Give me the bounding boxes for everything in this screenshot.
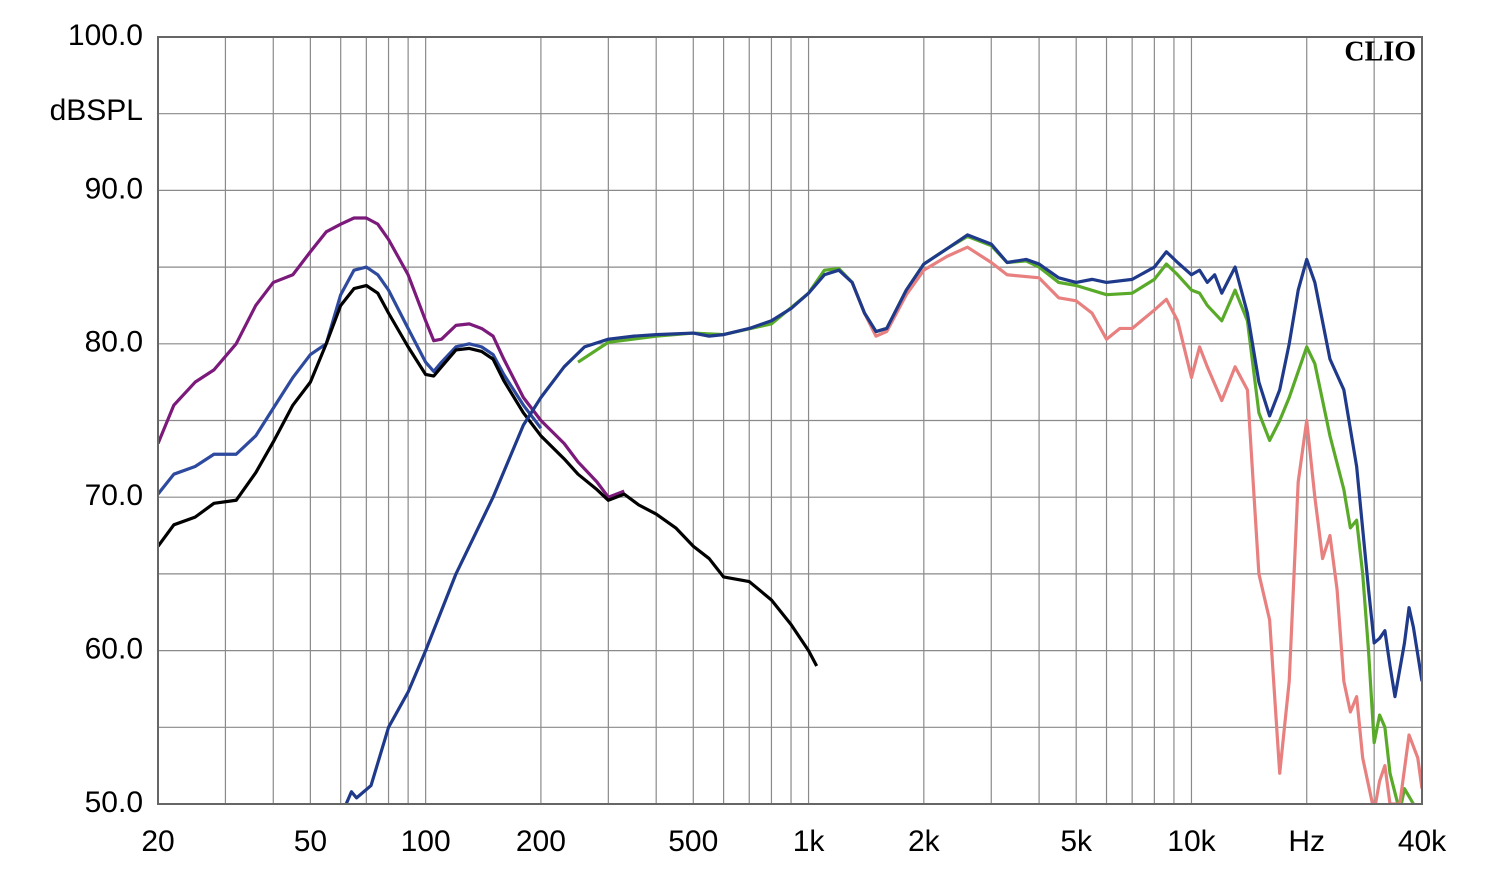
y-tick-label: 90.0	[85, 172, 143, 205]
y-tick-label: 50.0	[85, 786, 143, 819]
x-tick-label: 200	[516, 825, 566, 858]
x-tick-label: 40k	[1398, 825, 1447, 858]
y-axis-label: dBSPL	[50, 94, 143, 127]
x-tick-label: 2k	[908, 825, 941, 858]
x-tick-label: 1k	[793, 825, 826, 858]
x-tick-label: 10k	[1167, 825, 1216, 858]
series-line	[158, 265, 543, 496]
y-tick-label: 100.0	[68, 19, 143, 52]
series-line	[344, 233, 1422, 804]
watermark: CLIO	[1344, 36, 1416, 67]
y-tick-label: 80.0	[85, 326, 143, 359]
series-line	[158, 216, 625, 499]
x-tick-label: 5k	[1060, 825, 1093, 858]
series-line	[850, 245, 1422, 804]
lines	[158, 216, 1422, 804]
x-tick-label: 20	[141, 825, 174, 858]
x-tick-label: 100	[401, 825, 451, 858]
x-tick-label: Hz	[1288, 825, 1325, 858]
x-tick-label: 50	[294, 825, 327, 858]
plot-border	[157, 36, 1423, 805]
y-tick-label: 60.0	[85, 633, 143, 666]
x-tick-label: 500	[668, 825, 718, 858]
y-tick-label: 70.0	[85, 479, 143, 512]
series-line	[158, 283, 819, 667]
